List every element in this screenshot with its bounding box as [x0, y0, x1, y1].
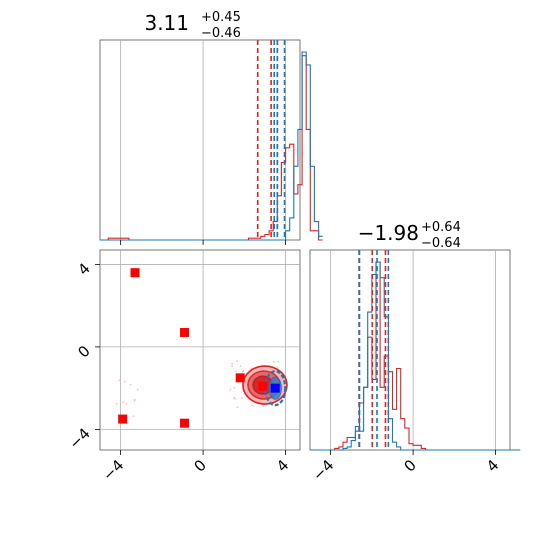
- hist2-xtick-label-0: −4: [309, 456, 337, 484]
- scatter-sample-dot: [229, 388, 232, 391]
- scatter-sample-dot: [118, 379, 121, 382]
- scatter-xtick-label-1: 0: [190, 456, 209, 475]
- title-param2-plus: +0.64: [421, 220, 461, 235]
- scatter-sample-dot: [251, 404, 253, 407]
- hist1-blue-series: [100, 51, 323, 241]
- scatter-sample-dot: [236, 360, 238, 362]
- hist1-frame: [99, 39, 301, 241]
- scatter-sample-dot: [262, 405, 264, 407]
- hist2-xtick-label-2: 4: [483, 456, 502, 475]
- scatter-sample-dot: [132, 415, 135, 418]
- scatter-xtick-label-2: 4: [273, 456, 292, 475]
- scatter-sample-dot: [241, 370, 244, 373]
- scatter-sample-dot: [125, 402, 128, 405]
- scatter-sample-dot: [233, 386, 236, 389]
- scatter-blue-point-0: [270, 383, 280, 393]
- scatter-sample-dot: [136, 388, 139, 391]
- title-param2-value: −1.98: [358, 221, 419, 245]
- scatter-sample-dot: [236, 406, 239, 409]
- scatter-sample-dot: [115, 402, 118, 405]
- title-param2: −1.98 +0.64 −0.64: [358, 220, 461, 251]
- scatter-red-point-3: [258, 381, 268, 391]
- title-param1-plus: +0.45: [201, 10, 241, 25]
- scatter-sample-dot: [122, 401, 125, 404]
- scatter-sample-dot: [129, 383, 132, 386]
- title-param1-minus: −0.46: [201, 26, 241, 41]
- scatter-ytick-label-2: 4: [74, 260, 93, 279]
- title-param1-value: 3.11: [144, 11, 189, 35]
- scatter-sample-dot: [277, 360, 280, 363]
- hist2-blue-series: [310, 261, 521, 451]
- hist1-red-series: [100, 55, 323, 241]
- scatter-red-point-1: [180, 327, 190, 337]
- hist2-xtick-label-1: 0: [400, 456, 419, 475]
- title-param2-minus: −0.64: [421, 236, 461, 251]
- scatter-sample-dot: [235, 370, 237, 373]
- scatter-frame: [99, 249, 301, 451]
- scatter-red-point-4: [118, 414, 128, 424]
- scatter-red-point-2: [235, 373, 245, 383]
- scatter-sample-dot: [133, 398, 136, 401]
- scatter-sample-dot: [272, 360, 275, 363]
- scatter-sample-dot: [241, 397, 243, 399]
- scatter-panel: −4 0 4 −4 0 4: [65, 249, 301, 484]
- scatter-sample-dot: [250, 367, 253, 370]
- title-param1: 3.11 +0.45 −0.46: [144, 10, 240, 41]
- scatter-sample-dot: [276, 366, 279, 369]
- hist2-frame: [309, 249, 511, 451]
- scatter-sample-dot: [231, 363, 234, 365]
- scatter-red-point-0: [130, 268, 140, 278]
- scatter-xtick-label-0: −4: [99, 456, 127, 484]
- scatter-sample-dot: [231, 365, 233, 368]
- scatter-sample-dot: [234, 397, 237, 400]
- scatter-ytick-label-0: −4: [65, 424, 93, 452]
- scatter-sample-dot: [123, 380, 126, 383]
- scatter-sample-dot: [239, 365, 242, 367]
- histogram-param2-panel: −4 0 4: [309, 249, 521, 484]
- scatter-red-point-5: [180, 418, 190, 428]
- scatter-ytick-label-1: 0: [74, 342, 93, 361]
- histogram-param1-panel: [99, 39, 323, 245]
